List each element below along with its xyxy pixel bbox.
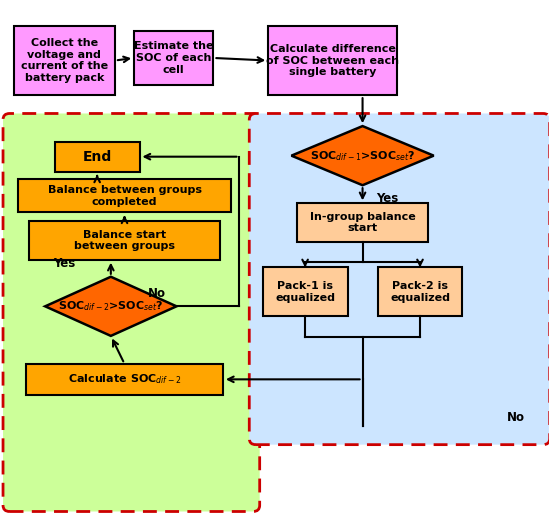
FancyBboxPatch shape (3, 114, 260, 511)
FancyBboxPatch shape (378, 267, 463, 316)
Text: Calculate difference
of SOC between each
single battery: Calculate difference of SOC between each… (266, 44, 399, 77)
Text: End: End (82, 150, 112, 164)
Text: Calculate SOC$_{dif-2}$: Calculate SOC$_{dif-2}$ (68, 372, 181, 386)
FancyBboxPatch shape (26, 364, 223, 395)
Text: SOC$_{dif-2}$>SOC$_{set}$?: SOC$_{dif-2}$>SOC$_{set}$? (58, 299, 163, 313)
Text: Pack-2 is
equalized: Pack-2 is equalized (390, 281, 450, 303)
FancyBboxPatch shape (249, 114, 549, 445)
FancyBboxPatch shape (14, 26, 115, 95)
Text: SOC$_{dif-1}$>SOC$_{set}$?: SOC$_{dif-1}$>SOC$_{set}$? (310, 149, 415, 162)
Text: No: No (148, 287, 166, 300)
Text: Collect the
voltage and
current of the
battery pack: Collect the voltage and current of the b… (21, 38, 108, 83)
Text: Yes: Yes (53, 257, 75, 270)
FancyBboxPatch shape (134, 31, 213, 85)
Text: Balance between groups
completed: Balance between groups completed (47, 185, 201, 207)
Text: No: No (507, 412, 525, 424)
Text: In-group balance
start: In-group balance start (310, 211, 415, 233)
Text: Pack-1 is
equalized: Pack-1 is equalized (275, 281, 335, 303)
FancyBboxPatch shape (18, 179, 231, 212)
FancyBboxPatch shape (263, 267, 348, 316)
FancyBboxPatch shape (297, 203, 428, 242)
Polygon shape (45, 277, 177, 336)
FancyBboxPatch shape (55, 142, 140, 172)
Text: Estimate the
SOC of each
cell: Estimate the SOC of each cell (134, 41, 213, 74)
Text: Balance start
between groups: Balance start between groups (74, 230, 175, 251)
FancyBboxPatch shape (268, 26, 397, 95)
FancyBboxPatch shape (29, 221, 221, 260)
Polygon shape (292, 126, 434, 185)
Text: Yes: Yes (376, 192, 398, 205)
